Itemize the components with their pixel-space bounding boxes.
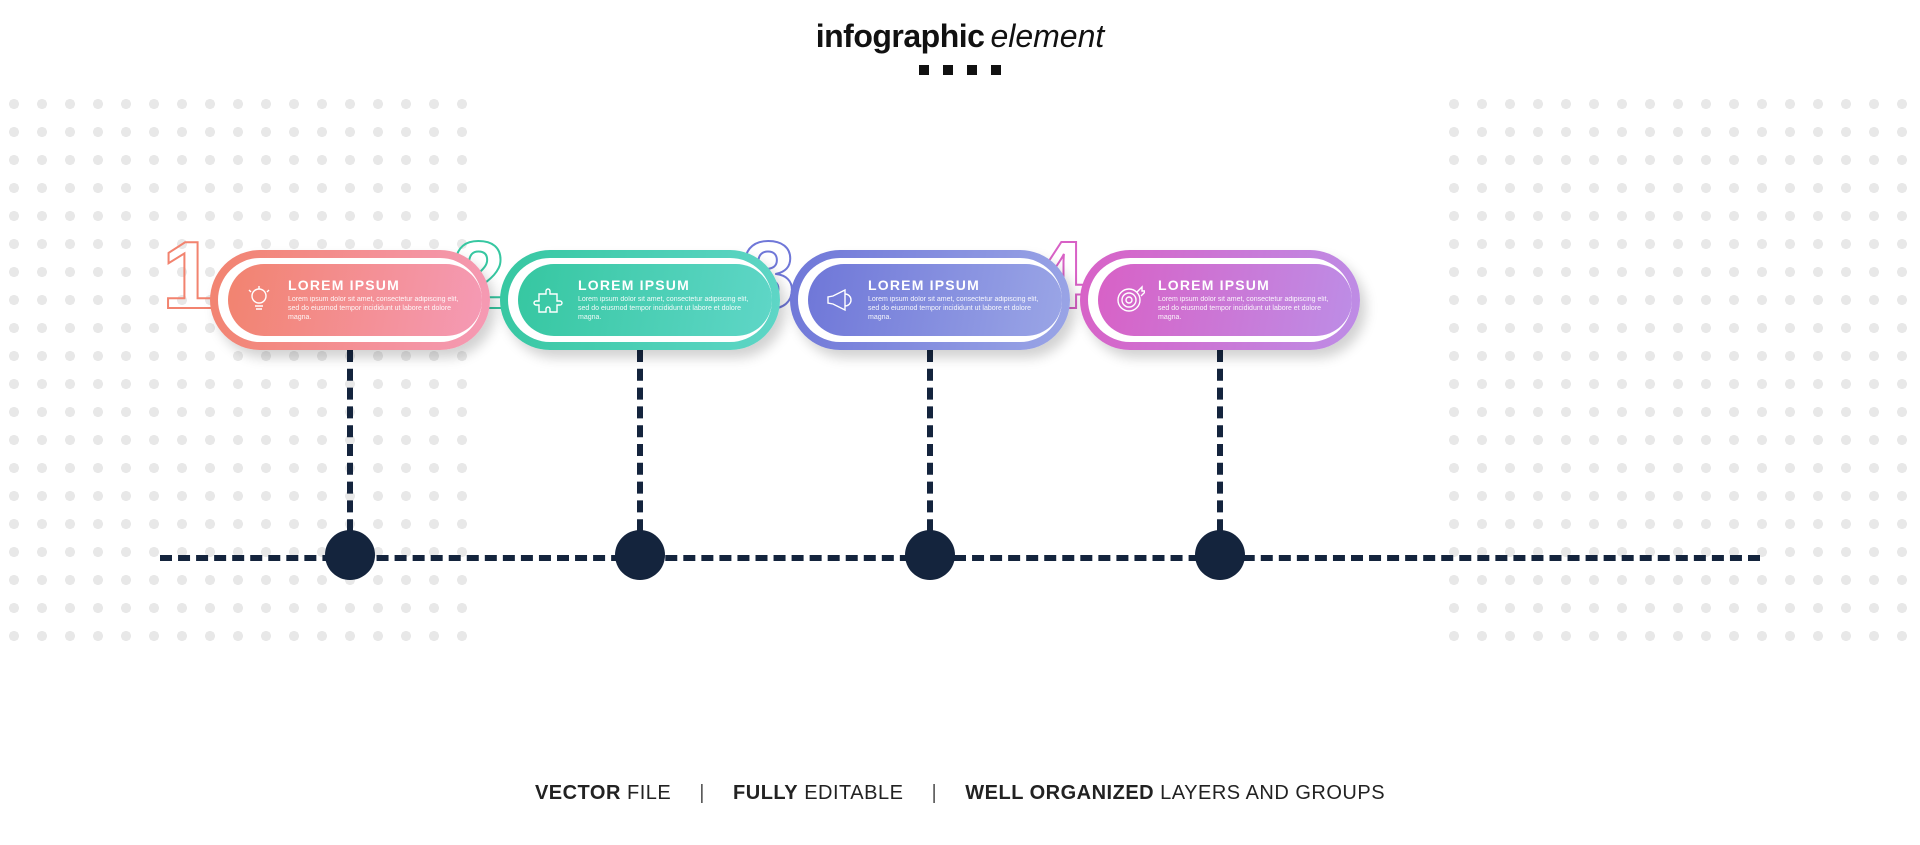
lightbulb-icon bbox=[242, 283, 276, 317]
step-body: Lorem ipsum dolor sit amet, consectetur … bbox=[868, 296, 1044, 322]
step-3: 3LOREM IPSUMLorem ipsum dolor sit amet, … bbox=[790, 250, 1070, 350]
step-4: 4LOREM IPSUMLorem ipsum dolor sit amet, … bbox=[1080, 250, 1360, 350]
timeline-node bbox=[905, 530, 955, 580]
step-body: Lorem ipsum dolor sit amet, consectetur … bbox=[578, 296, 754, 322]
timeline-node bbox=[325, 530, 375, 580]
footer-separator: | bbox=[699, 782, 705, 804]
header: infographicelement bbox=[0, 18, 1920, 75]
header-word-2: element bbox=[990, 18, 1104, 54]
footer-part-2: FULLY EDITABLE bbox=[733, 782, 903, 804]
step-title: LOREM IPSUM bbox=[578, 277, 754, 293]
target-icon bbox=[1112, 283, 1146, 317]
footer-separator: | bbox=[932, 782, 938, 804]
dot-pattern-right bbox=[1440, 90, 1920, 650]
step-pill: LOREM IPSUM Lorem ipsum dolor sit amet, c… bbox=[1080, 250, 1360, 350]
dot-pattern-left bbox=[0, 90, 480, 650]
step-pill: LOREM IPSUM Lorem ipsum dolor sit amet, c… bbox=[500, 250, 780, 350]
step-1: 1LOREM IPSUMLorem ipsum dolor sit amet, … bbox=[210, 250, 490, 350]
step-number: 1 bbox=[162, 228, 215, 324]
timeline-connector bbox=[1217, 350, 1223, 550]
timeline-connector bbox=[347, 350, 353, 550]
step-pill: LOREM IPSUM Lorem ipsum dolor sit amet, c… bbox=[790, 250, 1070, 350]
timeline-node bbox=[615, 530, 665, 580]
timeline-node bbox=[1195, 530, 1245, 580]
footer: VECTOR FILE | FULLY EDITABLE | WELL ORGA… bbox=[0, 782, 1920, 805]
step-2: 2LOREM IPSUMLorem ipsum dolor sit amet, … bbox=[500, 250, 780, 350]
timeline-connector bbox=[637, 350, 643, 550]
step-pill: LOREM IPSUM Lorem ipsum dolor sit amet, c… bbox=[210, 250, 490, 350]
step-body: Lorem ipsum dolor sit amet, consectetur … bbox=[288, 296, 464, 322]
header-word-1: infographic bbox=[816, 18, 985, 54]
puzzle-icon bbox=[532, 283, 566, 317]
header-decor-dots bbox=[0, 65, 1920, 75]
step-title: LOREM IPSUM bbox=[1158, 277, 1334, 293]
step-body: Lorem ipsum dolor sit amet, consectetur … bbox=[1158, 296, 1334, 322]
megaphone-icon bbox=[822, 283, 856, 317]
step-title: LOREM IPSUM bbox=[868, 277, 1044, 293]
footer-part-1: VECTOR FILE bbox=[535, 782, 671, 804]
timeline-axis bbox=[160, 555, 1760, 561]
footer-part-3: WELL ORGANIZED LAYERS AND GROUPS bbox=[965, 782, 1385, 804]
timeline-connector bbox=[927, 350, 933, 550]
step-title: LOREM IPSUM bbox=[288, 277, 464, 293]
